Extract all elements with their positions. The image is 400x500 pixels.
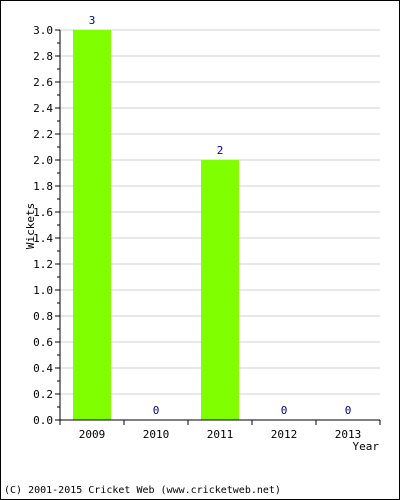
bar-layer <box>73 30 239 420</box>
y-tick-label: 0.4 <box>33 362 53 375</box>
x-axis-title: Year <box>353 440 380 453</box>
y-tick-label: 1.2 <box>33 258 53 271</box>
y-tick-label: 1.6 <box>33 206 53 219</box>
bar-value-label: 0 <box>153 404 160 417</box>
bar-value-label: 0 <box>345 404 352 417</box>
y-tick-label: 0.6 <box>33 336 53 349</box>
y-tick-label: 3.0 <box>33 24 53 37</box>
bar-value-label: 3 <box>89 14 96 27</box>
bar-value-label: 2 <box>217 144 224 157</box>
y-tick-label: 2.2 <box>33 128 53 141</box>
copyright-text: (C) 2001-2015 Cricket Web (www.cricketwe… <box>4 485 281 496</box>
bar-value-label: 0 <box>281 404 288 417</box>
x-tick-label: 2012 <box>271 428 298 441</box>
y-tick-label: 1.4 <box>33 232 53 245</box>
x-tick-label: 2013 <box>335 428 362 441</box>
y-tick-label: 1.8 <box>33 180 53 193</box>
y-axis-title: Wickets <box>24 203 37 249</box>
y-tick-label: 2.8 <box>33 50 53 63</box>
y-tick-label: 0.0 <box>33 414 53 427</box>
y-tick-label: 2.4 <box>33 102 53 115</box>
bar <box>73 30 111 420</box>
y-tick-label: 2.0 <box>33 154 53 167</box>
x-tick-label: 2009 <box>79 428 106 441</box>
x-tick-label: 2010 <box>143 428 170 441</box>
bar <box>201 160 239 420</box>
label-layer: 0.0 0.2 0.4 0.6 0.8 1.0 1.2 1.4 1.6 1.8 2.0 2.2 2.4 2… <box>33 14 361 441</box>
x-tick-label: 2011 <box>207 428 234 441</box>
y-tick-label: 0.8 <box>33 310 53 323</box>
y-tick-label: 2.6 <box>33 76 53 89</box>
axis-layer <box>55 29 381 425</box>
y-tick-label: 1.0 <box>33 284 53 297</box>
y-tick-label: 0.2 <box>33 388 53 401</box>
